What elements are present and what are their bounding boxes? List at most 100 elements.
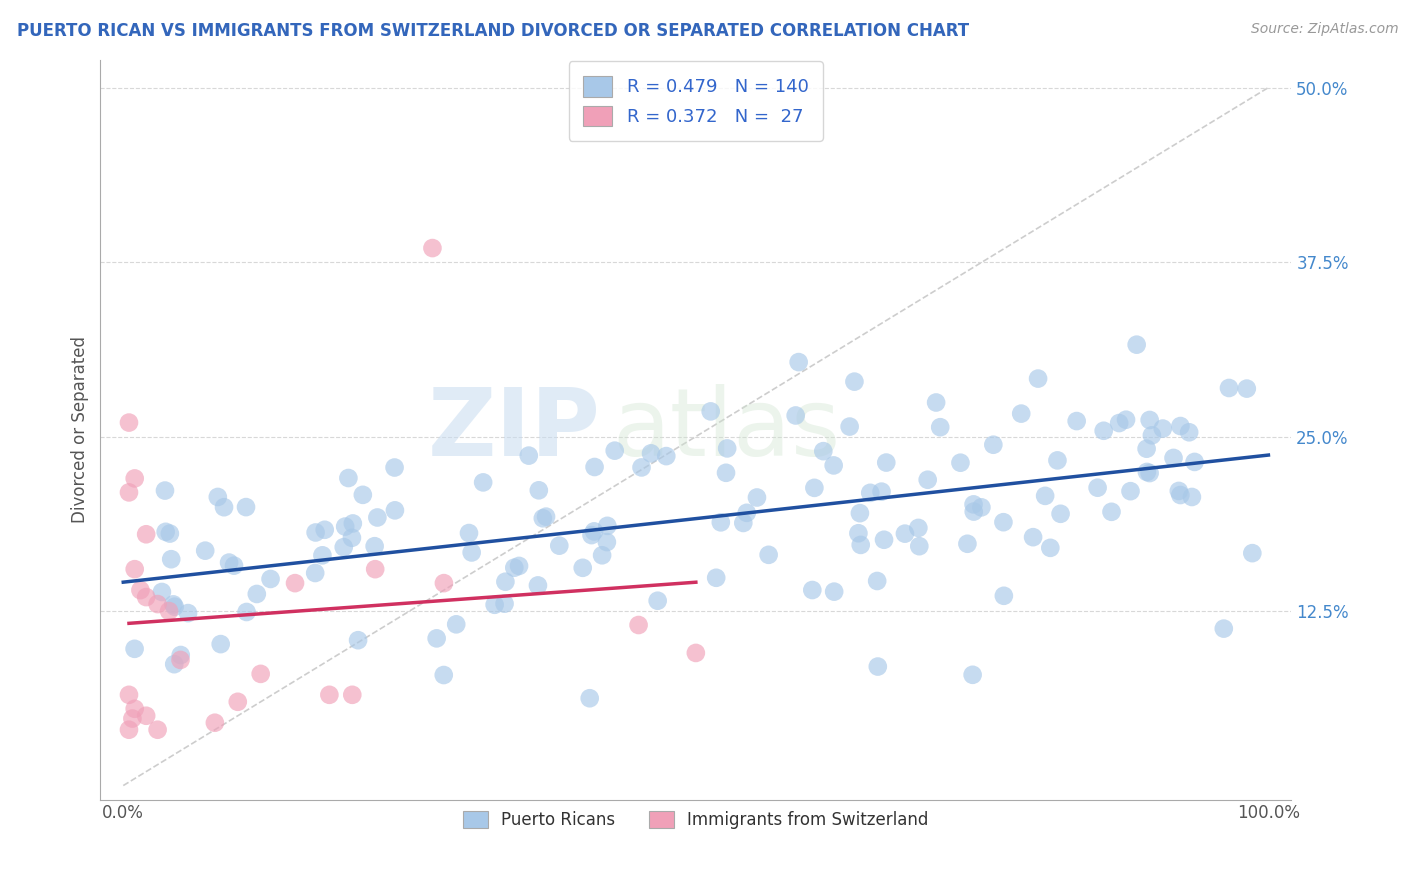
Point (1026, 371, 1049, 385)
Point (124, 702, 146, 716)
Point (503, 560, 526, 574)
Point (155, 524, 177, 539)
Point (801, 582, 824, 597)
Point (472, 475, 495, 490)
Point (318, 688, 340, 702)
Point (444, 617, 467, 632)
Point (342, 516, 364, 531)
Point (531, 511, 554, 525)
Point (1010, 407, 1032, 421)
Point (118, 688, 141, 702)
Point (1136, 465, 1159, 479)
Point (583, 524, 606, 539)
Point (235, 605, 257, 619)
Point (146, 723, 169, 737)
Point (1241, 546, 1264, 560)
Text: ZIP: ZIP (427, 384, 600, 475)
Point (993, 515, 1015, 529)
Point (347, 633, 370, 648)
Point (1236, 382, 1258, 396)
Point (970, 500, 993, 515)
Text: atlas: atlas (613, 384, 841, 475)
Point (866, 659, 889, 673)
Point (226, 695, 249, 709)
Point (458, 526, 481, 541)
Point (1167, 483, 1189, 498)
Point (460, 545, 482, 559)
Point (838, 419, 860, 434)
Point (1101, 505, 1123, 519)
Point (1119, 484, 1142, 499)
Point (962, 497, 984, 511)
Point (630, 460, 652, 475)
Point (433, 576, 456, 591)
Point (548, 539, 571, 553)
Point (508, 558, 530, 573)
Point (527, 483, 550, 498)
Point (859, 485, 882, 500)
Point (204, 715, 226, 730)
Point (209, 637, 232, 651)
Point (124, 562, 146, 576)
Point (647, 593, 669, 607)
Point (534, 509, 557, 524)
Point (655, 449, 678, 463)
Point (1218, 381, 1240, 395)
Point (1139, 466, 1161, 480)
Point (908, 539, 931, 553)
Point (129, 583, 152, 598)
Point (1181, 490, 1204, 504)
Point (207, 490, 229, 504)
Point (342, 688, 364, 702)
Point (384, 503, 406, 517)
Point (578, 691, 600, 706)
Point (160, 552, 183, 566)
Point (1212, 622, 1234, 636)
Point (1066, 414, 1088, 428)
Point (1125, 337, 1147, 351)
Point (527, 578, 550, 592)
Point (124, 471, 146, 485)
Point (1046, 453, 1069, 467)
Point (894, 526, 917, 541)
Point (875, 456, 897, 470)
Point (870, 484, 893, 499)
Point (422, 241, 444, 255)
Point (583, 460, 606, 475)
Point (733, 516, 755, 530)
Point (304, 566, 326, 580)
Point (1115, 413, 1137, 427)
Point (963, 505, 986, 519)
Point (212, 500, 235, 515)
Point (758, 548, 780, 562)
Point (1049, 507, 1071, 521)
Y-axis label: Divorced or Separated: Divorced or Separated (72, 336, 89, 523)
Point (848, 526, 870, 541)
Point (222, 558, 245, 573)
Point (849, 506, 872, 520)
Point (340, 531, 363, 545)
Point (146, 597, 169, 611)
Point (332, 540, 354, 554)
Point (1136, 442, 1159, 456)
Point (596, 519, 619, 533)
Text: PUERTO RICAN VS IMMIGRANTS FROM SWITZERLAND DIVORCED OR SEPARATED CORRELATION CH: PUERTO RICAN VS IMMIGRANTS FROM SWITZERL… (17, 22, 969, 40)
Point (993, 589, 1015, 603)
Point (745, 491, 768, 505)
Point (1087, 481, 1109, 495)
Point (135, 590, 157, 604)
Legend: Puerto Ricans, Immigrants from Switzerland: Puerto Ricans, Immigrants from Switzerla… (457, 804, 935, 836)
Point (121, 712, 143, 726)
Point (917, 473, 939, 487)
Point (135, 708, 157, 723)
Point (1178, 425, 1201, 440)
Point (364, 562, 387, 576)
Point (710, 516, 733, 530)
Point (150, 585, 173, 599)
Point (1170, 419, 1192, 434)
Point (849, 538, 872, 552)
Point (627, 618, 650, 632)
Point (1108, 416, 1130, 430)
Point (246, 587, 269, 601)
Point (873, 533, 896, 547)
